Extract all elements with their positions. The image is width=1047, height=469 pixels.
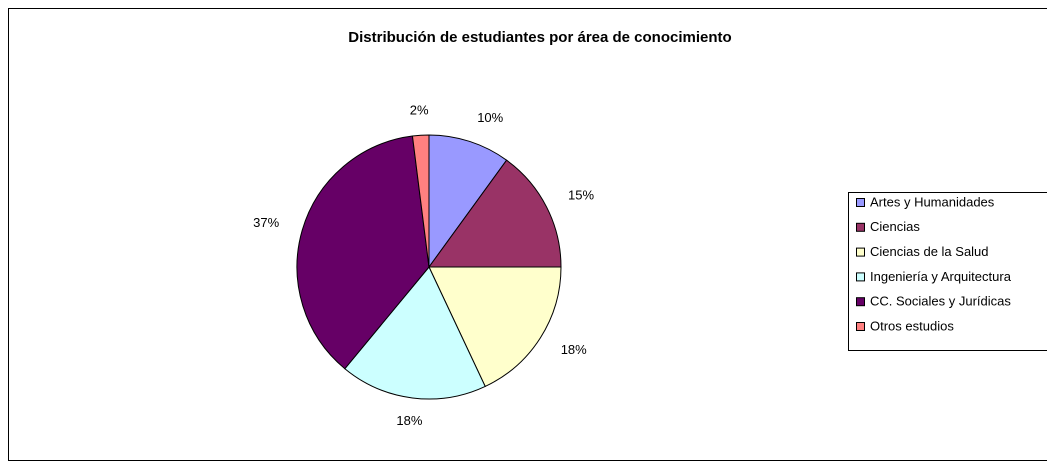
pie-slice [428,159,562,268]
legend-swatch [856,297,865,307]
legend-label: Ciencias [870,219,920,234]
data-label: 37% [253,215,279,230]
data-label: 10% [477,110,503,125]
legend-box [848,192,1047,351]
legend-label: Ingeniería y Arquitectura [870,269,1012,284]
chart-title: Distribución de estudiantes por área de … [348,29,731,46]
data-label: 15% [568,188,594,203]
pie-slice [428,266,562,388]
legend-swatch [856,198,865,207]
data-label: 18% [561,342,587,357]
legend-label: Artes y Humanidades [870,194,995,209]
legend-label: CC. Sociales y Jurídicas [870,294,1011,309]
legend-label: Otros estudios [870,318,954,333]
pie-slice [344,266,486,400]
legend-swatch [856,222,865,232]
data-label: 18% [396,413,422,428]
legend-swatch [856,247,865,257]
legend-swatch [856,322,865,331]
pie-slice [411,134,430,268]
pie-slice [428,134,508,269]
legend-label: Ciencias de la Salud [870,244,989,259]
data-label: 2% [410,103,429,118]
legend-swatch [856,272,865,282]
pie-slice [296,135,430,370]
